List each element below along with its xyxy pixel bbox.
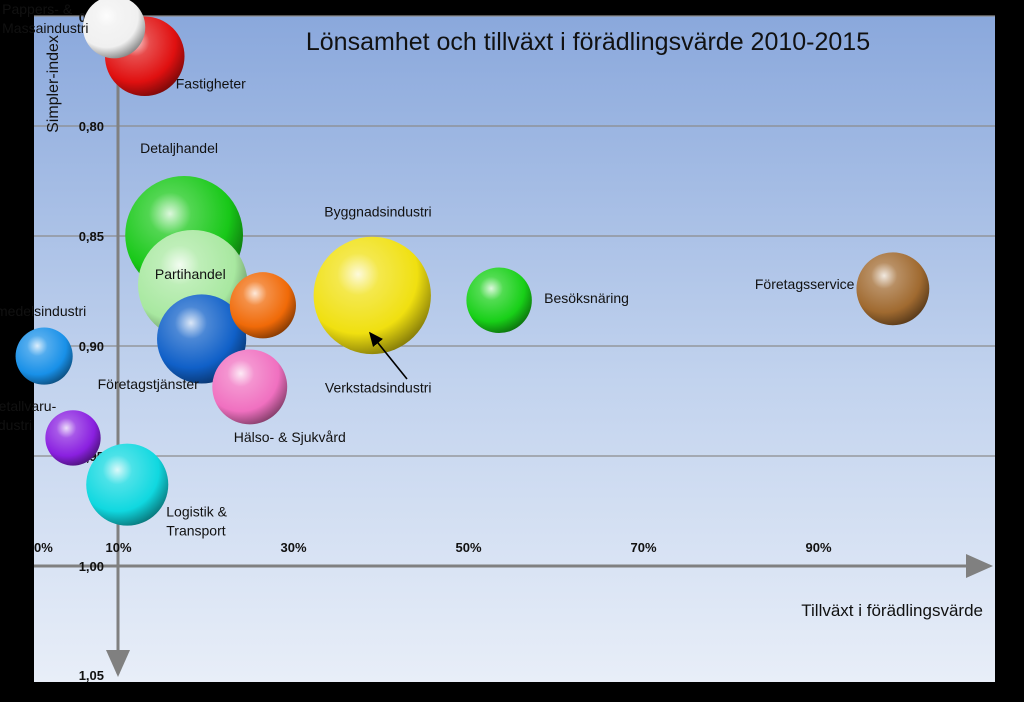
bubble-label: Hälso- & Sjukvård (234, 429, 346, 445)
y-tick-label: 0,90 (79, 339, 104, 354)
bubble-label: Företagsservice (755, 276, 855, 292)
bubble-labels: Pappers- & Massaindustri Fastigheter Detalj… (0, 1, 855, 538)
bubble-point (229, 272, 296, 339)
bubble-label: Verkstadsindustri (325, 379, 432, 395)
bubble-label: Byggnadsindustri (324, 203, 431, 219)
bubble-label: Fastigheter (176, 75, 246, 91)
bubble-point (45, 410, 101, 466)
x-tick-label: 90% (805, 540, 831, 555)
bubble-label: Partihandel (155, 266, 226, 282)
bubble-point (466, 267, 532, 333)
bubble-label: Pappers- & (2, 1, 73, 17)
y-tick-label: 0,80 (79, 119, 104, 134)
bubble-label: Besöksnäring (544, 290, 629, 306)
y-tick-label: 1,05 (79, 668, 104, 683)
bubble-label: Livsmedelsindustri (0, 303, 86, 319)
x-tick-label: 30% (280, 540, 306, 555)
bubble-point (15, 327, 73, 385)
x-tick-label: 70% (630, 540, 656, 555)
bubble-point (86, 443, 169, 526)
x-tick-label: 50% (455, 540, 481, 555)
y-tick-label: 0,85 (79, 229, 104, 244)
y-tick-label: 1,00 (79, 559, 104, 574)
bubble-label: Detaljhandel (140, 140, 218, 156)
bubble-point (212, 349, 288, 425)
bubble-label: Logistik & (166, 504, 227, 520)
y-axis-label: Simpler-index (45, 35, 62, 133)
chart-title: Lönsamhet och tillväxt i förädlingsvärde… (306, 28, 870, 56)
bubbles (15, 0, 930, 526)
bubble-label: Transport (166, 523, 226, 539)
bubble-label: industri (0, 417, 32, 433)
bubble-label: Massaindustri (2, 20, 88, 36)
bubble-point (856, 252, 930, 326)
verkstad-pointer-arrow (368, 331, 408, 380)
x-tick-label: 10% (105, 540, 131, 555)
x-tick-label: 0% (34, 540, 53, 555)
bubble-point (83, 0, 146, 59)
x-axis-label: Tillväxt i förädlingsvärde (801, 601, 983, 620)
bubble-point (313, 236, 431, 355)
bubble-label: Företagstjänster (98, 376, 199, 392)
bubble-label: Metallvaru- (0, 398, 57, 414)
